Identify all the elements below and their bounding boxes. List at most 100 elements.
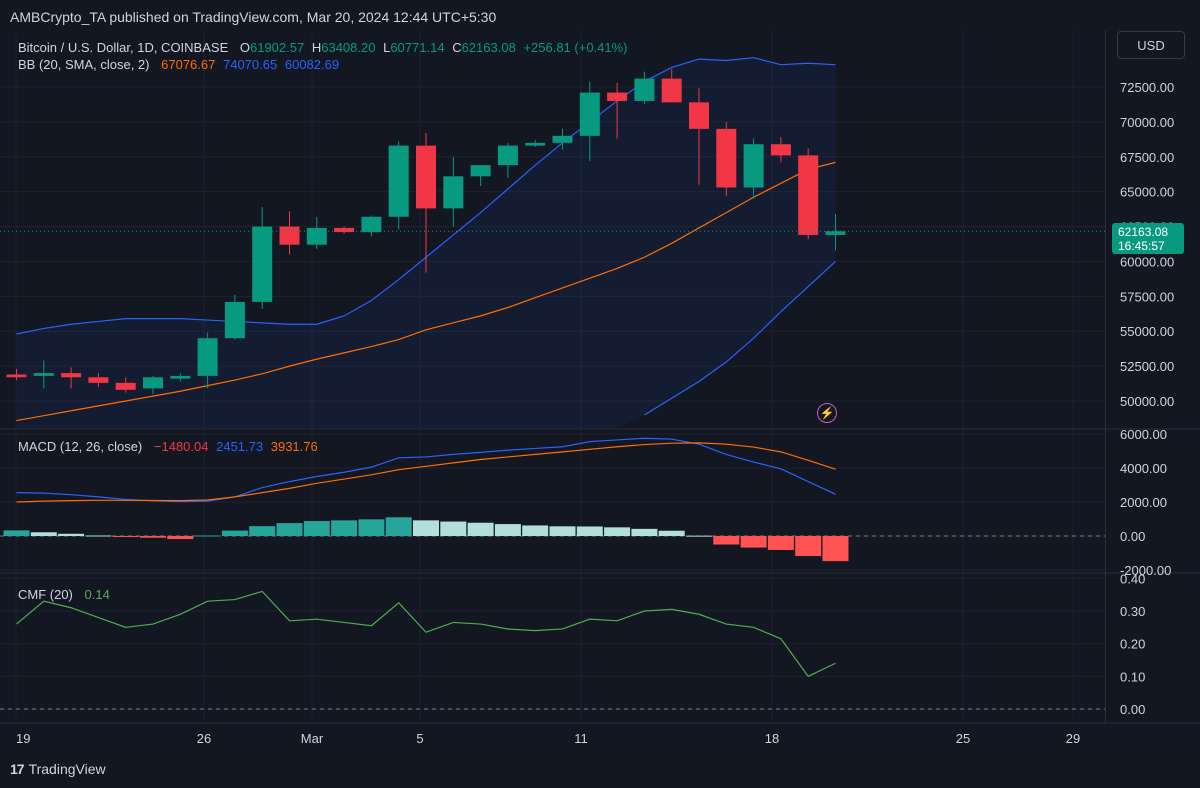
candle-body [497,145,518,166]
macd-axis-label: 2000.00 [1120,495,1167,510]
macd-axis-label: 6000.00 [1120,427,1167,442]
macd-histogram-bar [467,522,494,536]
candle-body [743,144,764,188]
change-value: +256.81 (+0.41%) [523,40,628,55]
macd-histogram-bar [385,517,412,536]
high-label: H [311,40,322,55]
candle-body [197,338,218,376]
high-value: 63408.20 [321,40,376,55]
time-axis-label: 18 [765,731,779,746]
macd-histogram-bar [221,530,248,536]
candle-body [61,373,82,378]
cmf-value: 0.14 [84,587,110,602]
macd-histogram-bar [167,536,194,540]
candle-body [224,301,245,339]
open-value: 61902.57 [249,40,305,55]
macd-histogram-bar [549,526,576,536]
price-axis-label: 55000.00 [1120,324,1174,339]
candle-body [607,92,628,101]
candle-body [388,145,409,217]
price-axis-label: 65000.00 [1120,185,1174,200]
macd-axis-label: 0.00 [1120,529,1145,544]
publisher-bar: AMBCrypto_TA published on TradingView.co… [0,0,1200,34]
price-plot-group [0,57,1105,422]
time-axis-label: 29 [1066,731,1080,746]
macd-histogram-bar [740,536,767,548]
cmf-axis-label: 0.10 [1120,669,1145,684]
currency-button[interactable]: USD [1117,31,1185,59]
macd-histogram-bar [822,536,849,562]
candle-body [470,165,491,177]
macd-histogram-bar [3,530,30,536]
bb-lower-line [644,261,836,416]
candle-body [661,78,682,103]
macd-histogram-bar [112,536,139,537]
macd-histogram-bar [249,526,276,536]
last-price: 62163.08 [1118,225,1169,239]
candle-body [334,227,355,233]
macd-axis-label: -2000.00 [1120,563,1171,578]
time-axis-label: Mar [301,731,324,746]
bb-basis-line [16,161,836,422]
close-label: C [452,40,462,55]
low-value: 60771.14 [390,40,445,55]
candle-body [525,142,546,146]
time-axis-label: 19 [16,731,30,746]
bb-fill [16,57,836,429]
cmf-axis-label: 0.00 [1120,702,1145,717]
macd-histogram-bar [686,535,712,537]
bb-title[interactable]: BB (20, SMA, close, 2) [18,57,150,72]
symbol-title[interactable]: Bitcoin / U.S. Dollar, 1D, COINBASE [18,40,229,55]
time-axis-label: 25 [956,731,970,746]
lightning-icon[interactable]: ⚡ [817,403,837,423]
cmf-axis-label: 0.40 [1120,571,1145,586]
tradingview-footer[interactable]: 17 TradingView [10,761,106,777]
macd-signal-line [16,442,836,503]
bb-lower-value: 60082.69 [284,57,340,72]
tradingview-logo-icon: 17 [10,761,25,777]
time-axis-label: 11 [574,731,588,746]
cmf-legend: CMF (20) 0.14 [18,587,114,602]
price-axis-label: 50000.00 [1120,394,1174,409]
macd-histogram-bar [194,535,221,537]
macd-signal-value: 3931.76 [270,439,318,454]
price-axis-label: 70000.00 [1120,115,1174,130]
macd-histogram-bar [358,519,385,536]
candle-body [443,176,464,209]
candle-body [416,145,436,209]
macd-histogram-bar [767,536,794,550]
macd-histogram-bar [331,520,358,536]
candle-body [252,226,273,302]
macd-histogram-bar [795,536,822,557]
price-axis-label: 67500.00 [1120,150,1174,165]
candle-body [634,78,655,101]
macd-histogram-bar [413,520,439,536]
macd-histogram-bar [576,526,603,536]
cmf-axis-label: 0.20 [1120,637,1145,652]
macd-histogram-bar [303,521,330,536]
cmf-line [16,590,836,678]
price-axis-label: 52500.00 [1120,359,1174,374]
macd-line-value: 2451.73 [216,439,264,454]
candle-body [33,373,54,376]
candle-body [825,231,846,235]
bb-basis-value: 67076.67 [161,57,216,72]
candle-body [306,227,327,245]
price-axis-label: 60000.00 [1120,254,1174,269]
macd-histogram-bar [631,528,658,536]
time-axis-label: 26 [197,731,211,746]
macd-title[interactable]: MACD (12, 26, close) [18,439,143,454]
macd-histogram-bar [604,527,631,536]
last-price-badge: 62163.08 16:45:57 [1112,223,1184,254]
macd-histogram-bar [58,533,85,536]
publisher-text: AMBCrypto_TA published on TradingView.co… [10,9,497,25]
macd-histogram-bar [140,536,166,538]
candle-body [170,375,191,379]
macd-legend: MACD (12, 26, close) −1480.04 2451.73 39… [18,439,322,454]
candle-body [716,128,737,188]
macd-histogram-bar [522,525,549,536]
cmf-title[interactable]: CMF (20) [18,587,73,602]
candle-body [361,216,382,233]
macd-histogram-bar [85,535,112,537]
